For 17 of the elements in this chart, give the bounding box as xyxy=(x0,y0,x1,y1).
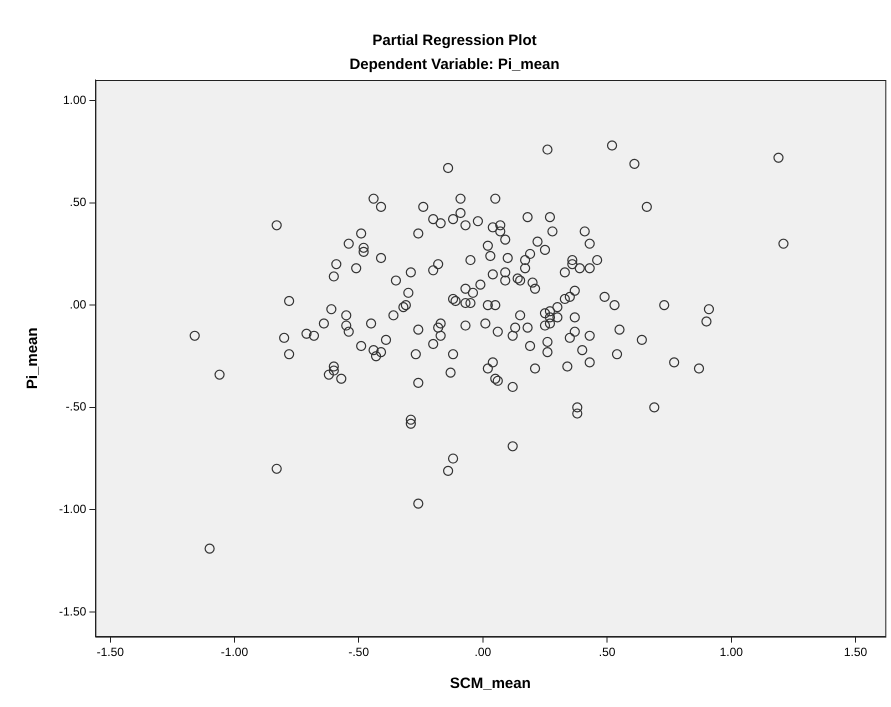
x-axis-title: SCM_mean xyxy=(450,675,531,692)
y-tick-label: 1.00 xyxy=(62,92,87,107)
y-tick-label: .50 xyxy=(70,195,87,210)
y-axis-title: Pi_mean xyxy=(24,327,42,390)
x-tick-label: -.50 xyxy=(348,645,370,660)
chart-subtitle: Dependent Variable: Pi_mean xyxy=(349,56,560,74)
x-tick-label: -1.50 xyxy=(96,645,124,660)
x-tick-label: .00 xyxy=(474,645,492,660)
x-tick-label: 1.00 xyxy=(720,645,744,660)
y-tick-label: -1.50 xyxy=(58,604,87,618)
x-tick-label: -1.00 xyxy=(220,645,248,660)
x-tick-label: .50 xyxy=(598,645,616,660)
y-tick-label: -1.00 xyxy=(58,502,87,516)
y-tick-label: -.50 xyxy=(66,400,87,414)
y-tick-label: .00 xyxy=(70,297,87,312)
chart-title: Partial Regression Plot xyxy=(372,32,537,50)
x-tick-label: 1.50 xyxy=(844,645,868,660)
